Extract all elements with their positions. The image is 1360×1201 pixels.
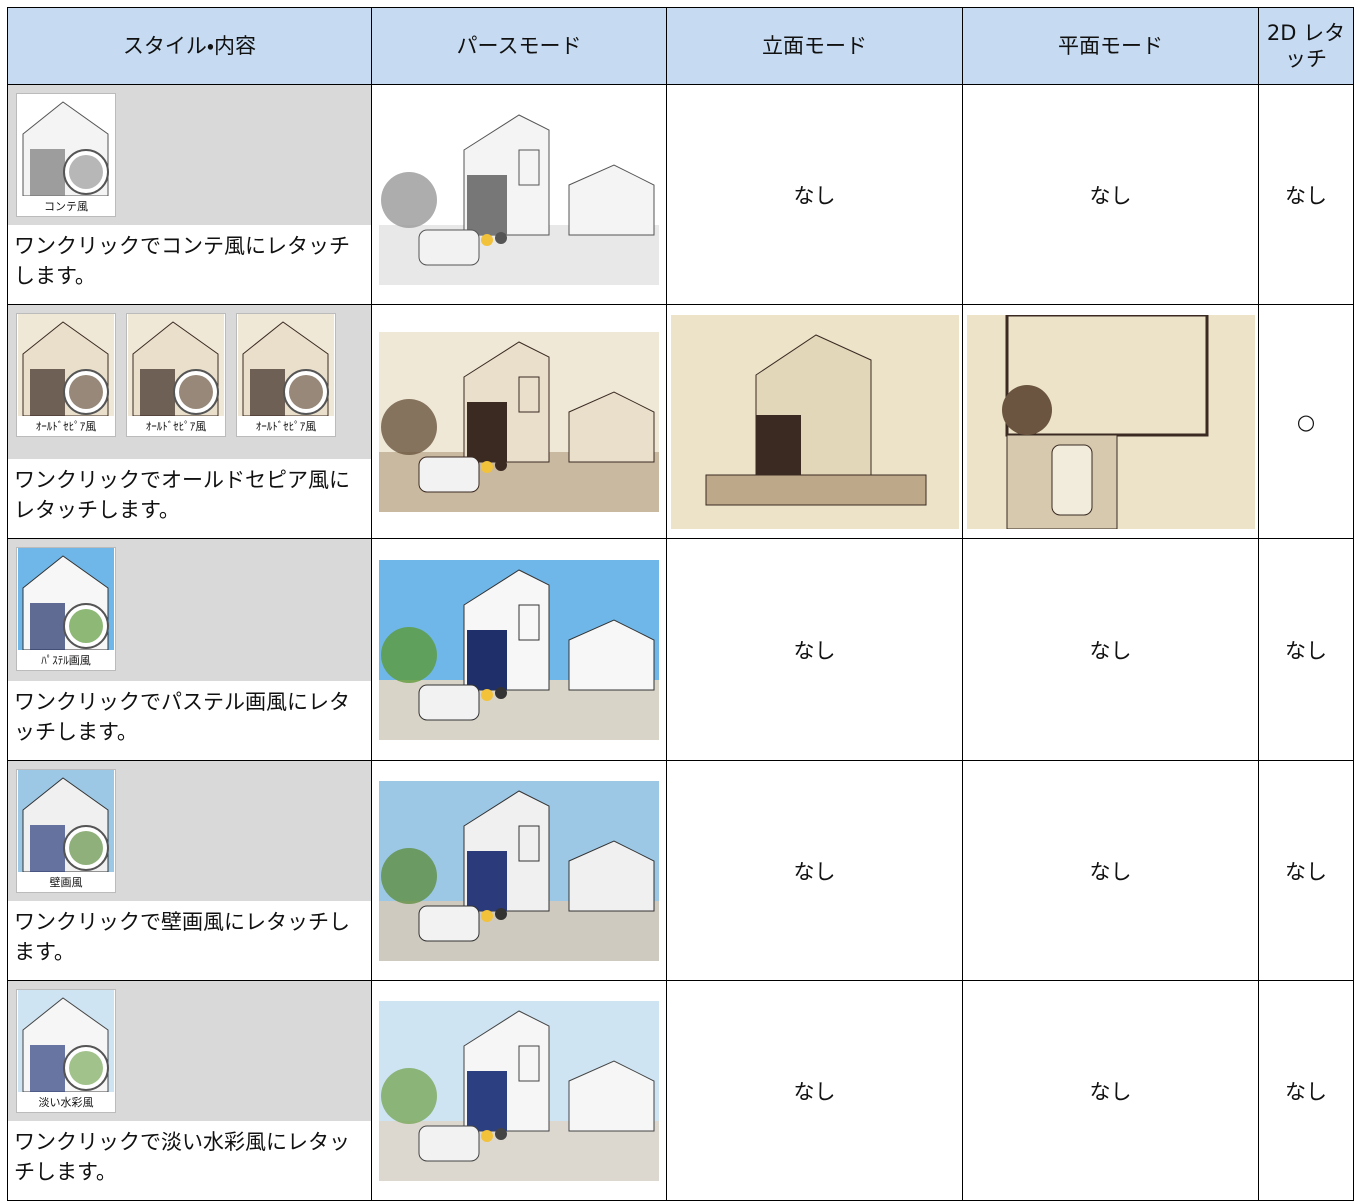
elevation-cell: なし [666,538,963,761]
description: ワンクリックで壁画風にレタッチします。 [14,910,350,964]
retouch-text: なし [1285,859,1327,884]
perspective-cell [371,84,667,305]
plan-text: なし [1089,183,1132,208]
perspective-cell [371,760,667,981]
table-row: ﾊﾟｽﾃﾙ画風ワンクリックでパステル画風にレタッチします。 なし なし なし [7,538,1354,761]
plan-cell: なし [962,980,1259,1201]
icon-label: ｵｰﾙﾄﾞｾﾋﾟｱ風 [35,420,97,433]
plan-text: なし [1089,1079,1132,1104]
retouch-cell: なし [1258,84,1354,305]
style-cell: ﾊﾟｽﾃﾙ画風ワンクリックでパステル画風にレタッチします。 [7,538,372,761]
plan-cell: なし [962,760,1259,981]
style-cell: 淡い水彩風ワンクリックで淡い水彩風にレタッチします。 [7,980,372,1201]
style-icon: コンテ風 [16,93,116,217]
retouch-text: なし [1285,183,1327,208]
description: ワンクリックで淡い水彩風にレタッチします。 [14,1130,350,1184]
elevation-text: なし [793,859,836,884]
icon-label: ﾊﾟｽﾃﾙ画風 [41,654,91,667]
perspective-image [379,780,659,961]
perspective-image [379,104,659,285]
style-icon: ｵｰﾙﾄﾞｾﾋﾟｱ風 [126,313,226,437]
perspective-image [379,1000,659,1181]
description: ワンクリックでパステル画風にレタッチします。 [14,690,350,744]
header-cell: スタイル・内容 [7,7,372,85]
plan-cell: なし [962,84,1259,305]
plan-cell: なし [962,538,1259,761]
style-cell: コンテ風ワンクリックでコンテ風にレタッチします。 [7,84,372,305]
table-row: 壁画風ワンクリックで壁画風にレタッチします。 なし なし なし [7,760,1354,981]
elevation-cell: なし [666,760,963,981]
icon-label: 壁画風 [49,876,83,889]
icon-zone: ﾊﾟｽﾃﾙ画風 [8,539,371,681]
table-row: 淡い水彩風ワンクリックで淡い水彩風にレタッチします。 なし なし なし [7,980,1354,1201]
elevation-cell: なし [666,980,963,1201]
plan-text: なし [1089,638,1132,663]
perspective-image [379,559,659,740]
perspective-cell [371,980,667,1201]
header-cell: 2D レタッチ [1258,7,1354,85]
elevation-cell [666,304,963,539]
retouch-cell: なし [1258,760,1354,981]
retouch-cell: ○ [1258,304,1354,539]
icon-label: コンテ風 [44,200,88,213]
style-icon: ｵｰﾙﾄﾞｾﾋﾟｱ風 [16,313,116,437]
elevation-cell: なし [666,84,963,305]
style-icon: ﾊﾟｽﾃﾙ画風 [16,547,116,671]
perspective-image [379,331,659,512]
perspective-cell [371,304,667,539]
style-icon: 壁画風 [16,769,116,893]
icon-label: 淡い水彩風 [38,1096,94,1109]
header-cell: 平面モード [962,7,1259,85]
perspective-cell [371,538,667,761]
header-cell: パースモード [371,7,667,85]
table-row: ｵｰﾙﾄﾞｾﾋﾟｱ風 ｵｰﾙﾄﾞｾﾋﾟｱ風 ｵｰﾙﾄﾞｾﾋﾟｱ風ワンクリックでオール… [7,304,1354,539]
retouch-cell: なし [1258,980,1354,1201]
elevation-text: なし [793,1079,836,1104]
header-row: スタイル・内容 パースモード 立面モード 平面モード 2D レタッチ [7,7,1354,85]
style-cell: 壁画風ワンクリックで壁画風にレタッチします。 [7,760,372,981]
retouch-cell: なし [1258,538,1354,761]
retouch-text: ○ [1296,409,1316,434]
icon-zone: 壁画風 [8,761,371,901]
description: ワンクリックでコンテ風にレタッチします。 [14,234,350,288]
header-cell: 立面モード [666,7,963,85]
style-cell: ｵｰﾙﾄﾞｾﾋﾟｱ風 ｵｰﾙﾄﾞｾﾋﾟｱ風 ｵｰﾙﾄﾞｾﾋﾟｱ風ワンクリックでオール… [7,304,372,539]
retouch-text: なし [1285,638,1327,663]
elevation-image [670,314,959,529]
plan-text: なし [1089,859,1132,884]
elevation-text: なし [793,183,836,208]
elevation-text: なし [793,638,836,663]
style-table: スタイル・内容 パースモード 立面モード 平面モード 2D レタッチ コンテ風ワンクリッ… [7,7,1354,1201]
icon-zone: 淡い水彩風 [8,981,371,1121]
icon-zone: ｵｰﾙﾄﾞｾﾋﾟｱ風 ｵｰﾙﾄﾞｾﾋﾟｱ風 ｵｰﾙﾄﾞｾﾋﾟｱ風 [8,305,371,459]
style-icon: ｵｰﾙﾄﾞｾﾋﾟｱ風 [236,313,336,437]
description: ワンクリックでオールドセピア風にレタッチします。 [14,468,350,522]
retouch-text: なし [1285,1079,1327,1104]
style-icon: 淡い水彩風 [16,989,116,1113]
icon-label: ｵｰﾙﾄﾞｾﾋﾟｱ風 [255,420,317,433]
table-row: コンテ風ワンクリックでコンテ風にレタッチします。 なし なし なし [7,84,1354,305]
plan-image [966,314,1255,529]
icon-zone: コンテ風 [8,85,371,225]
icon-label: ｵｰﾙﾄﾞｾﾋﾟｱ風 [145,420,207,433]
plan-cell [962,304,1259,539]
